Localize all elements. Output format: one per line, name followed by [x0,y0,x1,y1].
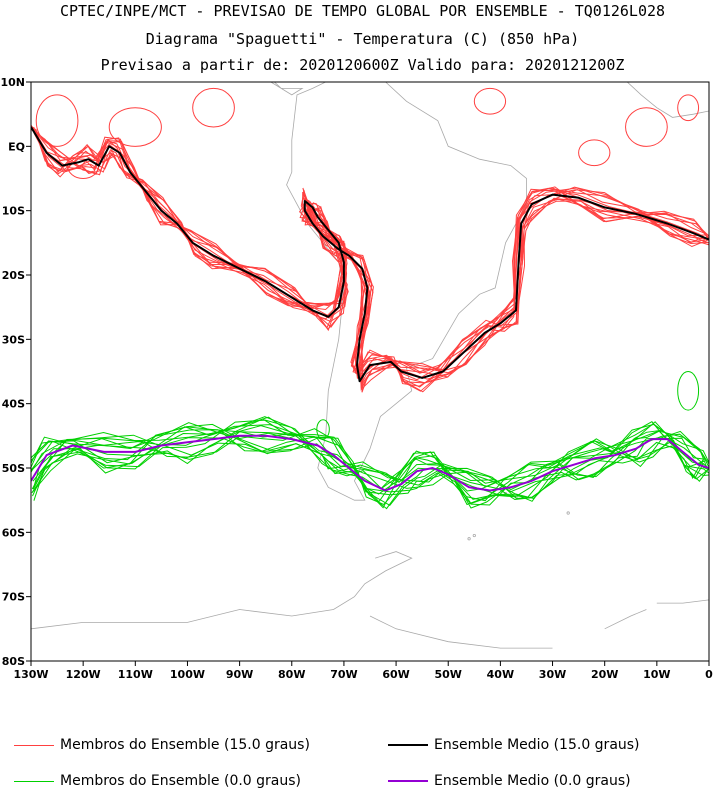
y-tick-label: 60S [2,526,25,539]
ensemble-member-line [31,426,709,500]
legend-swatch-green [14,780,54,782]
chart-validity: Previsao a partir de: 2020120600Z Valido… [100,56,625,74]
x-tick-label: 50W [435,668,462,681]
chart-title: CPTEC/INPE/MCT - PREVISAO DE TEMPO GLOBA… [59,2,666,20]
ensemble-member-contour [677,94,700,122]
legend-label: Ensemble Medio (0.0 graus) [434,773,631,789]
ensemble-member-line [32,429,704,509]
chart-subtitle: Diagrama "Spaguetti" - Temperatura (C) (… [145,30,580,48]
coastline-layer [31,82,709,649]
axis-layer: 130W 120W 110W 100W 90W 80W 70W 60W 50W 40W 30W 20W… [0,76,713,681]
island [467,537,471,541]
y-tick-label: EQ [8,140,25,153]
y-tick-label: 50S [2,462,25,475]
island [472,533,476,538]
coastline [286,82,527,501]
legend-mean-15: Ensemble Medio (15.0 graus) [388,737,640,753]
ensemble-member-contour [316,419,330,440]
ensemble-member-line [31,419,709,505]
coastline [270,82,304,96]
coastline [626,82,709,118]
ensemble-member-line [32,423,709,505]
ensemble-member-line [31,425,709,506]
legend-label: Membros do Ensemble (0.0 graus) [60,773,302,789]
x-tick-label: 10W [643,668,670,681]
x-tick-label: 0 [705,668,713,681]
x-tick-label: 30W [539,668,566,681]
legend-label: Membros do Ensemble (15.0 graus) [60,737,310,753]
ensemble-member-line [33,126,705,384]
y-tick-label: 70S [2,591,25,604]
ensemble-member-line [31,124,709,374]
ensemble-member-line [35,131,709,387]
ensemble-member-contour [677,371,700,411]
legend-swatch-red [14,744,54,746]
ensemble-mean-line [31,126,709,383]
legend-label: Ensemble Medio (15.0 graus) [434,737,640,753]
y-tick-label: 30S [2,333,25,346]
ensemble-member-contour [192,87,235,128]
ensemble-mean-line [31,434,709,492]
x-tick-label: 80W [278,668,305,681]
legend-swatch-purple [388,780,428,782]
coastline [656,599,709,604]
legend-mean-0: Ensemble Medio (0.0 graus) [388,773,631,789]
plot-frame [30,81,710,662]
ensemble-member-line [31,431,705,492]
ensemble-member-contour [35,94,79,147]
ensemble-member-line [31,431,705,506]
x-tick-label: 100W [170,668,205,681]
y-tick-label: 20S [2,269,25,282]
x-tick-label: 120W [66,668,101,681]
x-tick-label: 60W [382,668,409,681]
ensemble-member-line [31,127,705,378]
y-tick-label: 10S [2,205,25,218]
ensemble-member-line [35,128,708,392]
legend-swatch-black [388,744,428,746]
coastline [369,615,553,649]
ensemble-member-contour [108,107,162,147]
ensemble-member-contour [473,87,507,115]
y-tick-label: 80S [2,655,25,668]
ensemble-member-contour [578,139,611,167]
island [566,511,570,515]
ensemble-member-line [35,128,705,384]
legend-members-15: Membros do Ensemble (15.0 graus) [14,737,310,753]
x-tick-label: 40W [487,668,514,681]
coastline [31,551,413,630]
x-tick-label: 90W [226,668,253,681]
y-tick-label: 10N [0,76,25,89]
x-tick-label: 20W [591,668,618,681]
x-tick-label: 70W [330,668,357,681]
coastline [604,609,647,630]
legend-members-0: Membros do Ensemble (0.0 graus) [14,773,301,789]
ensemble-mean-layer [31,126,709,492]
ensemble-member-line [32,416,709,503]
x-tick-label: 130W [13,668,48,681]
y-tick-label: 40S [2,398,25,411]
x-tick-label: 110W [118,668,153,681]
ensemble-member-contour [625,107,668,147]
